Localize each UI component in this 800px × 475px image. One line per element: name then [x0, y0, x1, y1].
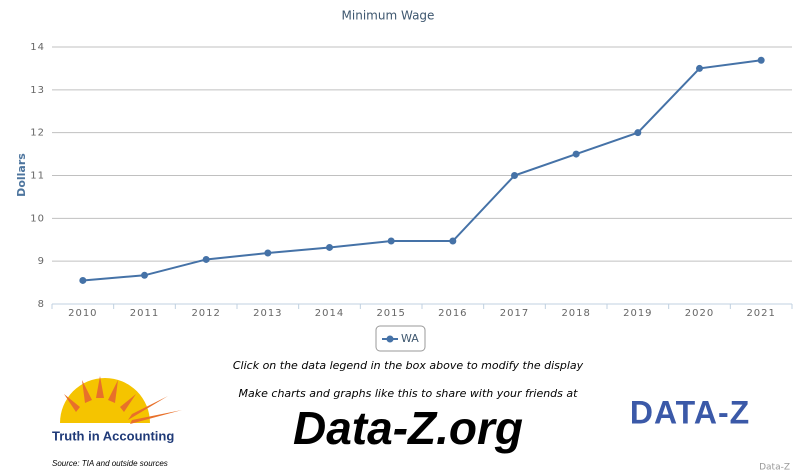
chart-title: Minimum Wage — [342, 9, 435, 23]
data-point — [634, 129, 642, 137]
y-tick-label: 10 — [30, 213, 45, 224]
x-tick-label: 2016 — [438, 308, 467, 319]
data-point — [264, 249, 272, 257]
legend-marker[interactable] — [386, 335, 394, 343]
sun-ray — [64, 394, 80, 412]
sun-ray — [82, 380, 92, 403]
legend[interactable]: WA — [375, 325, 426, 352]
data-point — [387, 237, 395, 245]
sun-ray — [130, 410, 182, 424]
x-tick-label: 2021 — [746, 308, 775, 319]
data-point — [202, 255, 210, 263]
x-tick-label: 2013 — [253, 308, 282, 319]
sun-ray — [108, 380, 118, 403]
legend-hint: Click on the data legend in the box abov… — [233, 359, 584, 372]
x-tick-label: 2011 — [130, 308, 159, 319]
x-tick-label: 2012 — [191, 308, 220, 319]
y-tick-label: 11 — [30, 171, 45, 182]
sun — [60, 378, 150, 423]
x-tick-label: 2020 — [685, 308, 714, 319]
site-name[interactable]: Data-Z.org — [293, 402, 523, 454]
data-point — [511, 172, 518, 179]
data-point — [449, 237, 457, 245]
data-point — [572, 150, 580, 158]
y-axis-label: Dollars — [15, 153, 28, 197]
y-tick-label: 12 — [30, 128, 45, 139]
x-tick-label: 2015 — [376, 308, 405, 319]
source-note: Source: TIA and outside sources — [52, 459, 168, 468]
y-tick-label: 8 — [38, 299, 45, 310]
x-tick-label: 2018 — [561, 308, 590, 319]
legend-label[interactable]: WA — [401, 332, 419, 345]
x-tick-label: 2010 — [68, 308, 97, 319]
legend-box[interactable] — [375, 325, 426, 352]
x-tick-label: 2017 — [500, 308, 529, 319]
series-line — [82, 59, 762, 282]
data-z-logo: DATA-Z — [630, 394, 750, 430]
credit: Data-Z — [759, 463, 790, 473]
y-tick-label: 13 — [30, 85, 45, 96]
x-tick-label: 2019 — [623, 308, 652, 319]
tia-name: Truth in Accounting — [52, 428, 174, 443]
x-tick-label: 2014 — [315, 308, 344, 319]
y-tick-label: 14 — [30, 42, 45, 53]
sun-ray — [96, 376, 104, 398]
sun-ray — [120, 394, 136, 412]
data-point — [326, 243, 333, 251]
data-point — [696, 64, 703, 72]
tia-logo — [60, 376, 182, 424]
data-point — [79, 276, 87, 284]
promo-text: Make charts and graphs like this to shar… — [239, 387, 579, 400]
data-point — [757, 56, 765, 64]
data-point — [141, 271, 148, 279]
sun-ray — [128, 396, 168, 420]
y-tick-label: 9 — [38, 256, 45, 267]
